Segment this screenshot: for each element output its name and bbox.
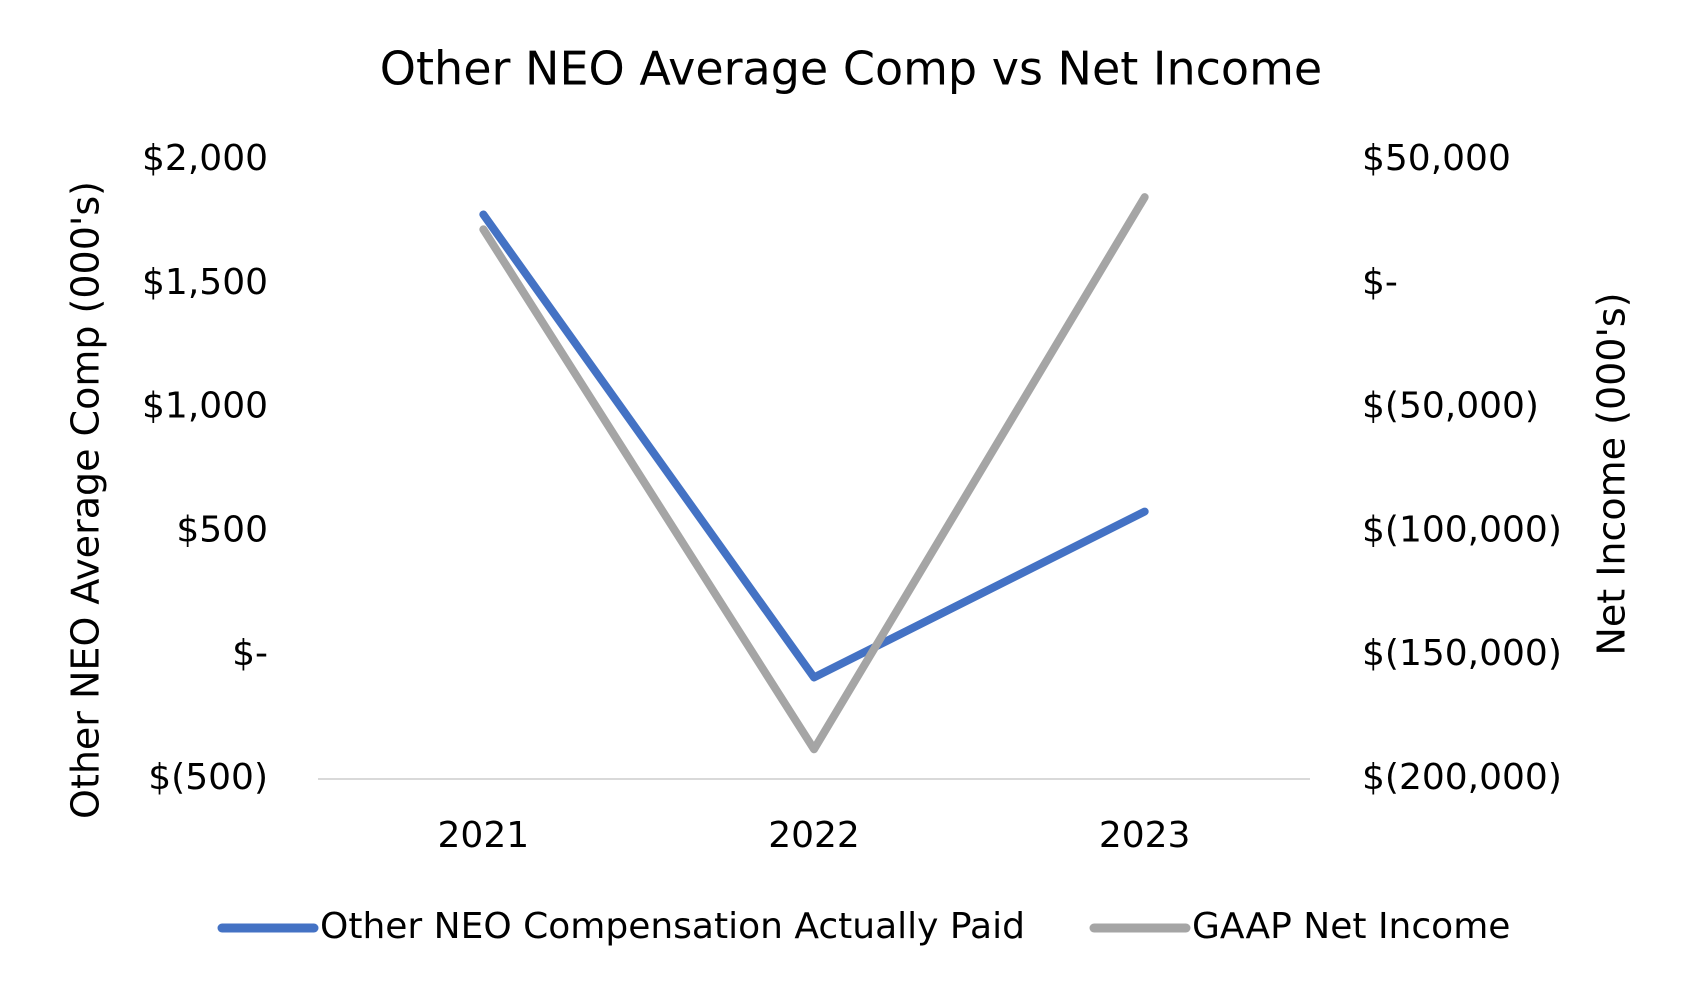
legend-label: Other NEO Compensation Actually Paid xyxy=(320,906,1025,947)
y-tick-label: $(500) xyxy=(148,757,268,798)
chart-title: Other NEO Average Comp vs Net Income xyxy=(380,42,1322,96)
y-tick-label: $1,500 xyxy=(142,262,268,303)
y2-tick-label: $(200,000) xyxy=(1362,757,1562,798)
legend-label: GAAP Net Income xyxy=(1192,906,1510,947)
y2-tick-label: $(100,000) xyxy=(1362,509,1562,550)
y2-tick-label: $50,000 xyxy=(1362,138,1511,179)
x-tick-label: 2021 xyxy=(438,815,530,856)
series-line xyxy=(479,210,1149,682)
series-line xyxy=(479,193,1149,754)
y2-tick-label: $- xyxy=(1362,262,1398,303)
y-tick-label: $- xyxy=(232,633,268,674)
y2-axis-title: Net Income (000's) xyxy=(1590,292,1634,655)
x-tick-label: 2022 xyxy=(768,815,860,856)
y2-tick-label: $(150,000) xyxy=(1362,633,1562,674)
x-tick-label: 2023 xyxy=(1099,815,1191,856)
y-tick-label: $1,000 xyxy=(142,386,268,427)
y-tick-label: $2,000 xyxy=(142,138,268,179)
y-tick-label: $500 xyxy=(176,509,268,550)
y2-tick-label: $(50,000) xyxy=(1362,386,1539,427)
y-axis-title: Other NEO Average Comp (000's) xyxy=(64,181,108,819)
